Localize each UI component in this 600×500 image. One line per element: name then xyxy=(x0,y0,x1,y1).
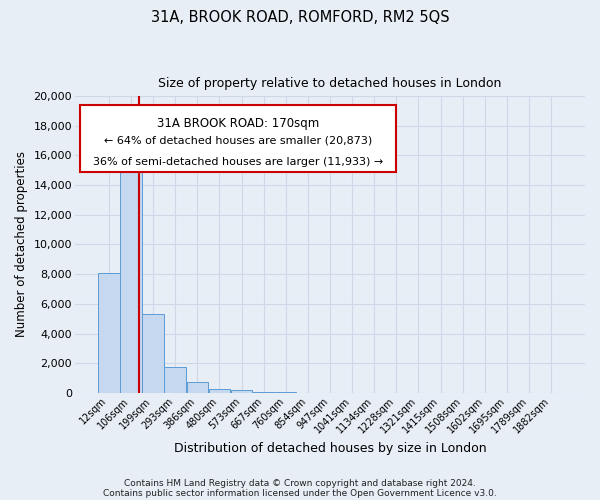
Text: ← 64% of detached houses are smaller (20,873): ← 64% of detached houses are smaller (20… xyxy=(104,136,372,146)
Text: 36% of semi-detached houses are larger (11,933) →: 36% of semi-detached houses are larger (… xyxy=(93,157,383,167)
Bar xyxy=(164,367,186,393)
X-axis label: Distribution of detached houses by size in London: Distribution of detached houses by size … xyxy=(173,442,486,455)
Text: 31A BROOK ROAD: 170sqm: 31A BROOK ROAD: 170sqm xyxy=(157,116,319,130)
Bar xyxy=(142,314,164,393)
Text: Contains public sector information licensed under the Open Government Licence v3: Contains public sector information licen… xyxy=(103,488,497,498)
Bar xyxy=(275,392,296,393)
Bar xyxy=(253,392,274,393)
Bar xyxy=(209,388,230,393)
Y-axis label: Number of detached properties: Number of detached properties xyxy=(15,152,28,338)
FancyBboxPatch shape xyxy=(80,104,396,172)
Text: Contains HM Land Registry data © Crown copyright and database right 2024.: Contains HM Land Registry data © Crown c… xyxy=(124,478,476,488)
Bar xyxy=(98,272,119,393)
Bar xyxy=(187,382,208,393)
Text: 31A, BROOK ROAD, ROMFORD, RM2 5QS: 31A, BROOK ROAD, ROMFORD, RM2 5QS xyxy=(151,10,449,25)
Bar xyxy=(231,390,252,393)
Bar xyxy=(120,148,142,393)
Title: Size of property relative to detached houses in London: Size of property relative to detached ho… xyxy=(158,78,502,90)
